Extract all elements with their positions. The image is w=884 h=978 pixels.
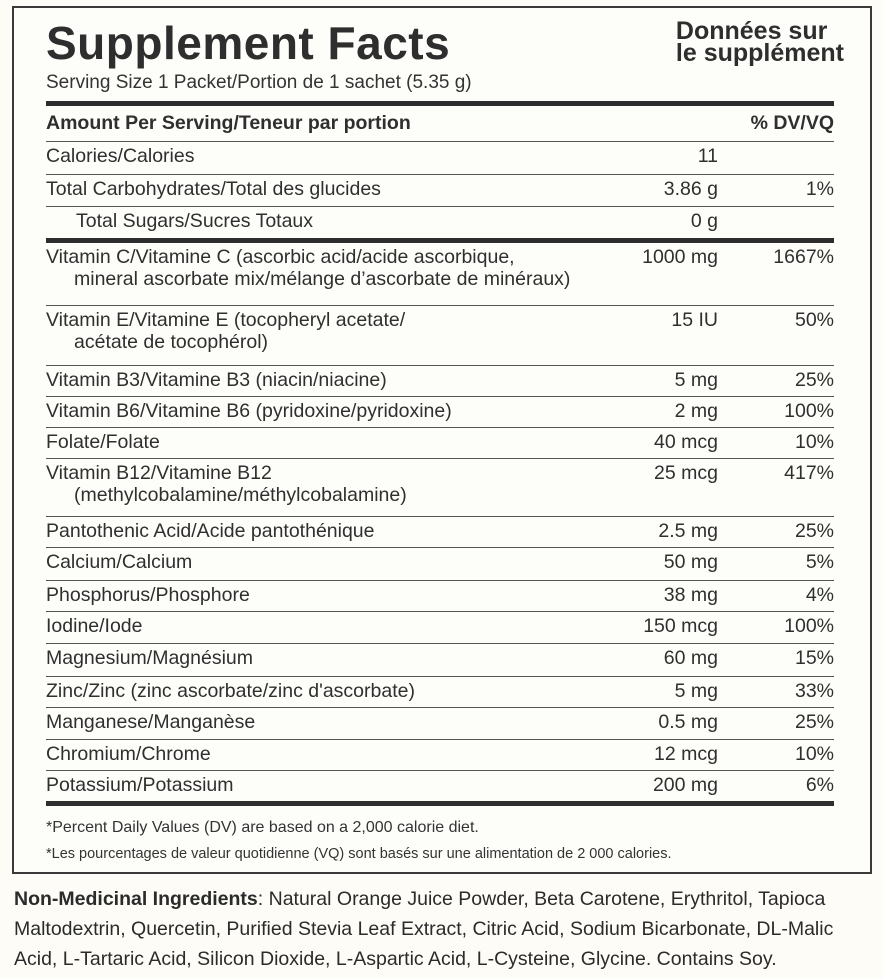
- nutrient-name-continued: (methylcobalamine/méthylcobalamine): [74, 484, 407, 506]
- nutrient-amount: 5 mg: [674, 680, 718, 702]
- nutrient-amount: 50 mg: [663, 551, 718, 573]
- nutrient-amount: 12 mcg: [654, 743, 718, 765]
- divider: [46, 643, 834, 644]
- divider: [46, 580, 834, 581]
- divider: [46, 305, 834, 306]
- title-row: Supplement Facts Données sur le suppléme…: [46, 16, 844, 76]
- nutrient-name: Phosphorus/Phosphore: [46, 584, 250, 606]
- nutrient-name: Vitamin B6/Vitamine B6 (pyridoxine/pyrid…: [46, 400, 452, 422]
- title-french: Données sur le supplément: [675, 17, 844, 67]
- divider: [46, 739, 834, 740]
- nutrient-dv: 5%: [805, 551, 834, 573]
- nutrient-dv: 10%: [794, 743, 834, 765]
- nutrient-name-continued: mineral ascorbate mix/mélange d’ascorbat…: [74, 268, 571, 290]
- title-french-line1: Données sur: [675, 17, 828, 45]
- nutrient-name: Vitamin B3/Vitamine B3 (niacin/niacine): [46, 369, 387, 391]
- nutrient-dv: 100%: [784, 400, 834, 422]
- nutrient-amount: 0 g: [690, 210, 718, 232]
- title-english: Supplement Facts: [46, 17, 451, 69]
- nutrient-name: Chromium/Chrome: [46, 743, 211, 765]
- thick-divider: [46, 101, 834, 106]
- nutrient-amount: 40 mcg: [654, 431, 718, 453]
- nutrient-name-continued: acétate de tocophérol): [74, 331, 269, 353]
- thick-divider: [46, 238, 834, 243]
- divider: [46, 707, 834, 708]
- nutrient-dv: 4%: [805, 584, 834, 606]
- nutrient-amount: 3.86 g: [663, 178, 718, 200]
- footnote-english: *Percent Daily Values (DV) are based on …: [46, 819, 479, 836]
- nutrient-dv: 417%: [784, 462, 834, 484]
- divider: [46, 516, 834, 517]
- nutrient-dv: 1667%: [773, 246, 834, 268]
- divider: [46, 611, 834, 612]
- nutrient-dv: 50%: [794, 309, 834, 331]
- ingredients-heading: Non-Medicinal Ingredients: [14, 888, 258, 910]
- nutrient-amount: 5 mg: [674, 369, 718, 391]
- divider: [46, 676, 834, 677]
- nutrient-amount: 150 mcg: [643, 615, 718, 637]
- divider: [46, 365, 834, 366]
- nutrient-dv: 1%: [805, 178, 834, 200]
- divider: [46, 547, 834, 548]
- divider: [46, 458, 834, 459]
- divider: [46, 427, 834, 428]
- nutrient-dv: 25%: [794, 520, 834, 542]
- nutrient-amount: 38 mg: [663, 584, 718, 606]
- nutrient-name: Folate/Folate: [46, 431, 160, 453]
- nutrient-dv: 10%: [794, 431, 834, 453]
- nutrient-name: Calcium/Calcium: [46, 551, 193, 573]
- divider: [46, 396, 834, 397]
- nutrient-dv: 25%: [794, 369, 834, 391]
- nutrient-amount: 2.5 mg: [658, 520, 718, 542]
- nutrient-name: Pantothenic Acid/Acide pantothénique: [46, 520, 375, 542]
- serving-size: Serving Size 1 Packet/Portion de 1 sache…: [46, 72, 472, 93]
- nutrient-name: Calories/Calories: [46, 145, 195, 167]
- non-medicinal-ingredients: Non-Medicinal Ingredients: Natural Orang…: [14, 884, 874, 974]
- nutrient-amount: 11: [697, 145, 718, 167]
- nutrient-dv: 33%: [794, 680, 834, 702]
- nutrient-name: Vitamin B12/Vitamine B12: [46, 462, 272, 484]
- divider: [46, 770, 834, 771]
- footnote-french: *Les pourcentages de valeur quotidienne …: [46, 846, 672, 862]
- header-dv: % DV/VQ: [750, 112, 834, 134]
- nutrient-name: Total Carbohydrates/Total des glucides: [46, 178, 381, 200]
- nutrient-dv: 15%: [794, 647, 834, 669]
- supplement-facts-panel: [12, 6, 872, 874]
- nutrient-amount: 0.5 mg: [658, 711, 718, 733]
- nutrient-name: Total Sugars/Sucres Totaux: [76, 210, 314, 232]
- divider: [46, 206, 834, 207]
- nutrient-amount: 1000 mg: [642, 246, 718, 268]
- nutrient-name: Manganese/Manganèse: [46, 711, 256, 733]
- nutrient-dv: 6%: [805, 774, 834, 796]
- nutrient-amount: 60 mg: [663, 647, 718, 669]
- divider: [46, 174, 834, 175]
- nutrient-dv: 25%: [794, 711, 834, 733]
- nutrient-name: Vitamin C/Vitamine C (ascorbic acid/acid…: [46, 246, 515, 268]
- nutrient-name: Vitamin E/Vitamine E (tocopheryl acetate…: [46, 309, 406, 331]
- nutrient-amount: 15 IU: [671, 309, 718, 331]
- nutrient-name: Magnesium/Magnésium: [46, 647, 254, 669]
- title-french-line2: le supplément: [675, 39, 844, 67]
- ingredients-list: : Natural Orange Juice Powder, Beta Caro…: [14, 888, 834, 970]
- nutrient-dv: 100%: [784, 615, 834, 637]
- nutrient-name: Iodine/Iode: [46, 615, 143, 637]
- divider: [46, 141, 834, 142]
- nutrient-amount: 200 mg: [652, 774, 718, 796]
- nutrient-amount: 25 mcg: [654, 462, 718, 484]
- nutrient-name: Zinc/Zinc (zinc ascorbate/zinc d'ascorba…: [46, 680, 415, 702]
- header-amount-per-serving: Amount Per Serving/Teneur par portion: [46, 112, 411, 134]
- thick-divider-bottom: [46, 801, 834, 806]
- nutrient-amount: 2 mg: [674, 400, 718, 422]
- nutrient-name: Potassium/Potassium: [46, 774, 234, 796]
